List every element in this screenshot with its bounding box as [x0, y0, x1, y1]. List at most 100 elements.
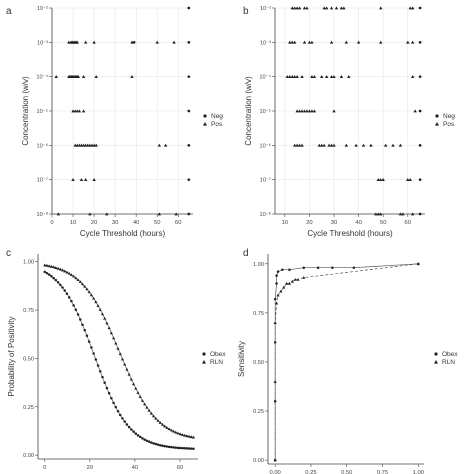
- data-point-neg: [418, 109, 422, 113]
- data-point-neg: [187, 75, 191, 79]
- data-point-rln: [123, 362, 127, 366]
- data-point-obex: [172, 446, 175, 449]
- x-axis-title: Cycle Threshold (hours): [80, 229, 166, 238]
- legend-symbol-obex: [202, 352, 206, 356]
- data-point-rln: [149, 411, 153, 415]
- data-point-obex: [52, 276, 55, 280]
- x-tick-label: 20: [306, 220, 312, 226]
- y-tick-label: 10⁻⁶: [260, 142, 271, 149]
- data-point-rln: [189, 435, 193, 439]
- series-neg: [418, 6, 422, 216]
- data-point-pos: [324, 6, 329, 10]
- data-point-pos: [130, 74, 134, 79]
- data-point-obex: [110, 396, 113, 400]
- data-point-pos: [322, 6, 326, 10]
- series-rln: [273, 262, 420, 462]
- data-point-obex: [352, 266, 356, 269]
- data-point-pos: [83, 40, 88, 44]
- data-point-obex: [275, 274, 278, 277]
- data-point-rln: [78, 280, 82, 284]
- data-point-rln: [45, 263, 49, 267]
- panel-letter: b: [243, 6, 249, 17]
- data-point-obex: [85, 334, 89, 338]
- y-tick-label: 0.00: [253, 458, 264, 464]
- y-tick-label: 10⁻⁶: [37, 142, 48, 149]
- data-point-neg: [418, 178, 422, 182]
- data-point-rln: [183, 433, 187, 437]
- legend-label-rln: RLN: [210, 359, 223, 366]
- x-tick-label: 10: [282, 220, 288, 226]
- data-point-rln: [160, 422, 164, 426]
- data-point-pos: [332, 109, 336, 113]
- data-point-rln: [43, 263, 47, 267]
- y-tick-label: 10⁻⁵: [37, 108, 49, 115]
- y-axis-title: Concentration (w/v): [21, 76, 30, 146]
- data-point-pos: [411, 40, 415, 44]
- data-point-pos: [172, 40, 176, 44]
- data-point-pos: [290, 40, 294, 44]
- panel-a-scatter-chart: a 0 10 20 30 40 50 60 10⁻⁸ 10⁻⁷ 10⁻⁶ 10⁻⁵ 10⁻⁴ 10⁻³ 10…: [6, 6, 223, 238]
- data-point-obex: [170, 445, 173, 449]
- y-tick-label: 10⁻⁸: [259, 211, 271, 218]
- x-tick-label: 60: [177, 465, 183, 471]
- data-point-rln: [112, 336, 116, 340]
- data-point-pos: [305, 6, 309, 10]
- data-point-pos: [292, 6, 297, 10]
- x-tick-label: 60: [175, 220, 181, 226]
- data-point-obex: [123, 420, 126, 423]
- y-tick-label: 10⁻⁷: [37, 177, 48, 184]
- data-point-pos: [369, 143, 373, 147]
- data-point-rln: [275, 301, 279, 305]
- data-point-rln: [171, 429, 176, 433]
- data-point-pos: [356, 40, 361, 44]
- data-point-pos: [295, 109, 299, 113]
- data-point-rln: [165, 426, 169, 429]
- data-point-rln: [176, 431, 180, 435]
- data-point-obex: [61, 286, 64, 289]
- data-point-rln: [156, 418, 160, 422]
- data-point-obex: [125, 423, 129, 426]
- data-point-obex: [59, 283, 62, 287]
- data-point-rln: [290, 279, 294, 283]
- data-point-rln: [282, 285, 286, 289]
- data-point-pos: [130, 40, 134, 44]
- series-obex: [43, 270, 195, 450]
- data-point-rln: [154, 416, 158, 420]
- data-point-pos: [310, 74, 314, 79]
- data-point-pos: [300, 74, 304, 79]
- data-point-obex: [152, 442, 155, 445]
- y-tick-label: 0.75: [253, 311, 264, 317]
- data-point-rln: [416, 262, 420, 266]
- data-point-obex: [103, 381, 106, 385]
- data-point-obex: [302, 266, 306, 269]
- data-point-pos: [312, 109, 317, 113]
- data-point-obex: [56, 281, 60, 284]
- data-point-pos: [312, 74, 317, 79]
- data-point-neg: [132, 40, 136, 44]
- data-point-pos: [300, 143, 304, 147]
- series-line-obex: [44, 271, 194, 450]
- y-tick-label: 0.00: [23, 453, 34, 459]
- data-point-neg: [418, 212, 422, 216]
- legend-symbol-rln: [434, 360, 438, 364]
- data-point-obex: [174, 446, 177, 449]
- data-point-obex: [45, 271, 49, 275]
- data-point-obex: [273, 399, 277, 403]
- data-point-pos: [329, 40, 334, 44]
- x-tick-label: 40: [355, 220, 361, 226]
- data-point-pos: [374, 212, 378, 216]
- data-point-pos: [292, 74, 297, 79]
- data-point-neg: [418, 75, 422, 79]
- data-point-rln: [52, 265, 56, 269]
- data-point-rln: [169, 428, 173, 432]
- data-point-obex: [87, 340, 91, 343]
- data-point-pos: [342, 6, 346, 10]
- data-point-pos: [310, 109, 314, 113]
- series-line-rln: [274, 263, 419, 461]
- data-point-obex: [187, 447, 191, 450]
- data-point-obex: [63, 289, 66, 292]
- data-point-pos: [157, 212, 162, 216]
- data-point-rln: [151, 414, 156, 418]
